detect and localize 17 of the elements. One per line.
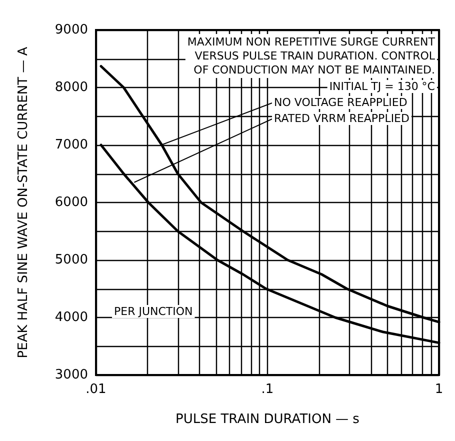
annotation: MAXIMUM NON REPETITIVE SURGE CURRENT VERSUS PULSE TRAIN DURATION. CONTROL OF CONDUCTION MAY NOT BE MAINTAINED.: [187, 36, 436, 76]
y-tick-label: 5000: [54, 252, 88, 268]
y-tick-label: 7000: [54, 138, 88, 152]
y-tick-label: 9000: [54, 22, 88, 38]
annotation: PER JUNCTION: [114, 305, 193, 318]
annotation: NO VOLTAGE REAPPLIED: [274, 96, 408, 109]
annotation: INITIAL TJ = 130 °C: [329, 80, 436, 93]
y-tick-label: 6000: [54, 195, 88, 210]
x-tick-label: .01: [86, 382, 106, 397]
x-tick-label: 1: [434, 382, 444, 397]
y-tick-label: 8000: [54, 80, 88, 95]
y-axis-title: PEAK HALF SINE WAVE ON-STATE CURRENT — A: [16, 46, 31, 358]
x-axis-title: PULSE TRAIN DURATION — s: [176, 412, 360, 427]
annotation: RATED VRRM REAPPLIED: [274, 112, 410, 125]
x-tick-label: .1: [261, 382, 274, 397]
y-tick-label: 4000: [54, 310, 88, 325]
y-tick-label: 3000: [54, 368, 88, 382]
